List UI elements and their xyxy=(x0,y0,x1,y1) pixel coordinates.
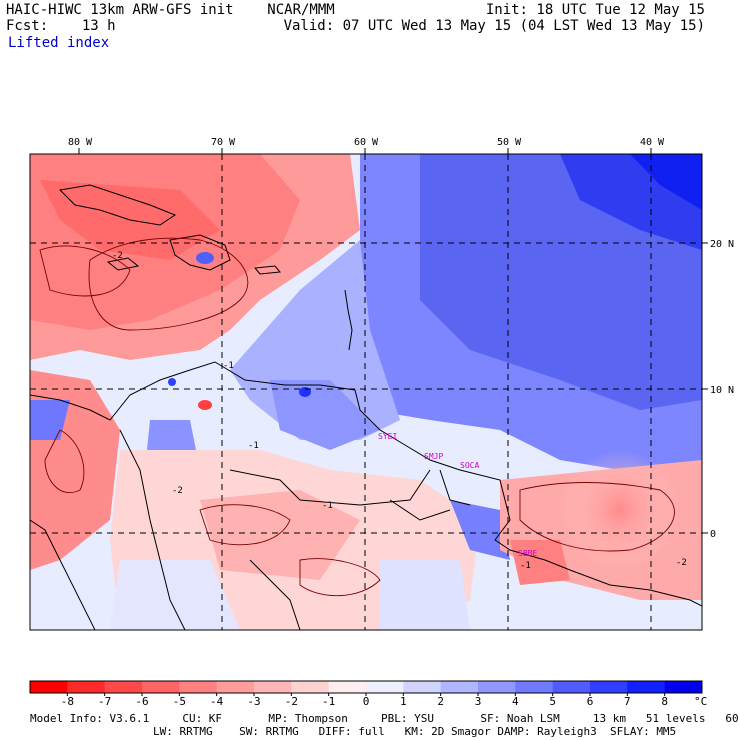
colorbar-label: -7 xyxy=(98,695,111,708)
physics-info-line: LW: RRTMG SW: RRTMG DIFF: full KM: 2D Sm… xyxy=(153,725,677,738)
contour-label: -2 xyxy=(112,251,123,261)
lon-label-60w: 60 W xyxy=(354,137,379,148)
colorbar-label: -5 xyxy=(173,695,186,708)
station-sbbe: SBBE xyxy=(518,549,537,558)
colorbar-unit: °C xyxy=(694,695,707,708)
colorbar-labels: -8 -7 -6 -5 -4 -3 -2 -1 0 1 2 3 4 5 6 7 8 xyxy=(61,693,668,708)
lon-label-50w: 50 W xyxy=(497,137,522,148)
contour-label: -1 xyxy=(223,361,234,371)
colorbar-label: 6 xyxy=(587,695,594,708)
contour-label: -1 xyxy=(248,441,259,451)
colorbar-label: 4 xyxy=(512,695,519,708)
colorbar-swatch xyxy=(590,681,628,693)
colorbar-label: 2 xyxy=(437,695,444,708)
station-smjp: SMJP xyxy=(424,452,443,461)
contour-label: -2 xyxy=(172,486,183,496)
colorbar-swatch xyxy=(552,681,591,693)
lon-label-70w: 70 W xyxy=(211,137,236,148)
colorbar-swatch xyxy=(142,681,180,693)
colorbar-swatch xyxy=(478,681,516,693)
lat-label-10n: 10 N xyxy=(710,385,734,396)
colorbar-label: 0 xyxy=(363,695,370,708)
colorbar-label: -3 xyxy=(247,695,260,708)
lon-label-80w: 80 W xyxy=(68,137,93,148)
colorbar-swatch xyxy=(216,681,255,693)
colorbar-swatch xyxy=(179,681,217,693)
lat-label-20n: 20 N xyxy=(710,239,734,250)
forecast-hour: Fcst: 13 h xyxy=(6,18,116,34)
colorbar-label: -2 xyxy=(285,695,298,708)
colorbar-swatch xyxy=(30,681,68,693)
colorbar-swatch xyxy=(328,681,367,693)
coastlines xyxy=(30,184,702,630)
colorbar-label: -6 xyxy=(135,695,148,708)
colorbar-label: -8 xyxy=(61,695,74,708)
graticule xyxy=(30,154,702,630)
lat-label-0: 0 xyxy=(710,529,716,540)
station-soca: SOCA xyxy=(460,461,479,470)
colorbar-swatch xyxy=(627,681,665,693)
colorbar-swatch xyxy=(366,681,404,693)
model-title: HAIC-HIWC 13km ARW-GFS init NCAR/MMM xyxy=(6,2,335,18)
colorbar-label: 3 xyxy=(475,695,482,708)
contour-label: -1 xyxy=(322,501,333,511)
colorbar-label: 1 xyxy=(400,695,407,708)
valid-time: Valid: 07 UTC Wed 13 May 15 (04 LST Wed … xyxy=(283,18,705,34)
colorbar-swatch xyxy=(254,681,292,693)
colorbar xyxy=(29,680,703,694)
field-name: Lifted index xyxy=(8,35,110,51)
colorbar-swatch xyxy=(403,681,441,693)
colorbar-label: 5 xyxy=(549,695,556,708)
colorbar-label: -1 xyxy=(322,695,335,708)
colorbar-swatch xyxy=(291,681,329,693)
colorbar-swatch xyxy=(664,681,703,693)
colorbar-swatch xyxy=(440,681,479,693)
init-time: Init: 18 UTC Tue 12 May 15 xyxy=(485,2,705,18)
lon-label-40w: 40 W xyxy=(640,137,665,148)
colorbar-swatch xyxy=(67,681,105,693)
colorbar-swatch xyxy=(104,681,143,693)
lifted-index-field xyxy=(30,154,702,630)
colorbar-label: -4 xyxy=(210,695,224,708)
contour-label: -2 xyxy=(676,558,687,568)
colorbar-label: 7 xyxy=(624,695,631,708)
colorbar-swatch xyxy=(515,681,553,693)
contour-label: -1 xyxy=(520,561,531,571)
station-syei: SYEI xyxy=(378,432,397,441)
contours xyxy=(39,237,675,597)
model-info-line: Model Info: V3.6.1 CU: KF MP: Thompson P… xyxy=(30,712,740,725)
map-ticks xyxy=(78,148,708,534)
map-frame xyxy=(29,153,703,631)
colorbar-label: 8 xyxy=(661,695,668,708)
